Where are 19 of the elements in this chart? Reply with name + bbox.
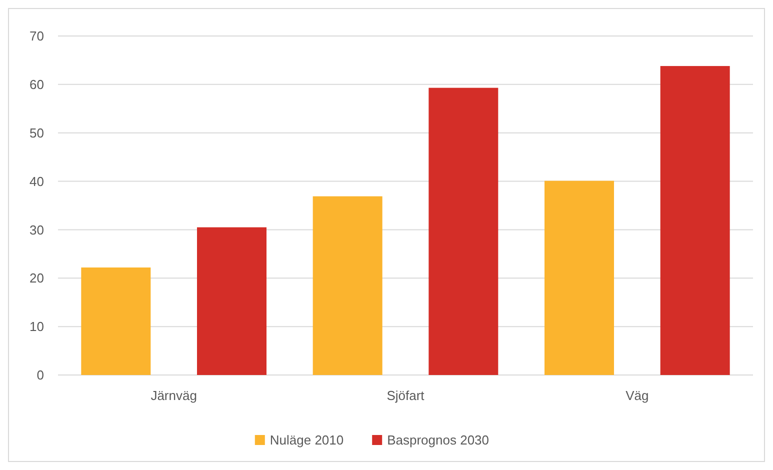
x-tick-label: Väg bbox=[626, 388, 649, 403]
legend-label: Basprognos 2030 bbox=[387, 432, 490, 448]
bar bbox=[312, 196, 382, 375]
y-tick-label: 30 bbox=[30, 222, 44, 238]
bar bbox=[428, 88, 498, 375]
y-tick-label: 60 bbox=[30, 76, 44, 92]
bar bbox=[544, 180, 614, 375]
x-tick-label: Sjöfart bbox=[386, 388, 425, 403]
x-tick-label: Järnväg bbox=[150, 388, 197, 403]
y-tick-label: 20 bbox=[30, 270, 44, 286]
bar bbox=[197, 227, 266, 375]
y-tick-label: 10 bbox=[30, 319, 44, 334]
y-tick-label: 50 bbox=[30, 125, 44, 140]
bar bbox=[660, 66, 730, 375]
y-tick-label: 70 bbox=[30, 28, 44, 44]
y-tick-label: 0 bbox=[36, 368, 44, 383]
legend-label: Nuläge 2010 bbox=[270, 432, 344, 448]
y-tick-label: 40 bbox=[30, 174, 44, 189]
bar bbox=[81, 267, 151, 375]
